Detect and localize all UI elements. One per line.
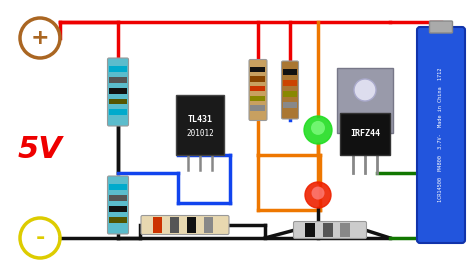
Bar: [109, 88, 127, 94]
Circle shape: [354, 79, 376, 101]
Bar: [109, 195, 127, 201]
Bar: [109, 77, 127, 83]
Bar: [340, 223, 350, 237]
FancyBboxPatch shape: [108, 176, 128, 234]
Text: 5V: 5V: [18, 135, 63, 164]
FancyBboxPatch shape: [417, 27, 465, 243]
Bar: [250, 76, 265, 82]
Bar: [109, 109, 127, 115]
Bar: [250, 105, 265, 111]
Bar: [250, 86, 265, 92]
FancyBboxPatch shape: [249, 60, 267, 120]
Bar: [283, 91, 297, 97]
FancyBboxPatch shape: [108, 58, 128, 126]
Circle shape: [311, 121, 325, 135]
Bar: [250, 96, 265, 101]
Bar: [109, 66, 127, 72]
Text: -: -: [35, 228, 45, 248]
Circle shape: [304, 116, 332, 144]
Bar: [306, 223, 315, 237]
FancyBboxPatch shape: [337, 68, 393, 133]
Text: IRFZ44: IRFZ44: [350, 130, 380, 139]
Bar: [109, 184, 127, 190]
Text: +: +: [31, 28, 49, 48]
Bar: [109, 206, 127, 212]
Text: 1CR14500  M4800  3.7V-  Made in China  1712: 1CR14500 M4800 3.7V- Made in China 1712: [438, 68, 444, 202]
Text: 201012: 201012: [186, 128, 214, 138]
Bar: [153, 217, 162, 233]
Bar: [170, 217, 179, 233]
FancyBboxPatch shape: [282, 61, 299, 119]
Bar: [109, 98, 127, 105]
FancyBboxPatch shape: [293, 222, 366, 239]
Bar: [187, 217, 196, 233]
Circle shape: [305, 182, 331, 208]
Bar: [109, 217, 127, 223]
FancyBboxPatch shape: [176, 95, 224, 155]
Circle shape: [311, 186, 325, 200]
Text: TL431: TL431: [188, 115, 212, 124]
Bar: [283, 69, 297, 75]
Bar: [250, 67, 265, 72]
FancyBboxPatch shape: [141, 215, 229, 235]
FancyBboxPatch shape: [340, 113, 390, 155]
Bar: [283, 102, 297, 108]
Bar: [283, 80, 297, 86]
Bar: [204, 217, 213, 233]
Bar: [323, 223, 333, 237]
FancyBboxPatch shape: [429, 21, 453, 33]
